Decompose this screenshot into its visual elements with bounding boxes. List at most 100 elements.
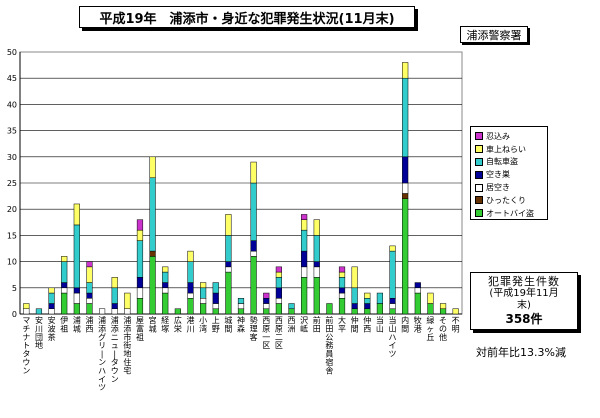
bar-segment <box>313 261 320 268</box>
bar-segment <box>200 287 207 299</box>
bar-segment <box>427 292 434 304</box>
bar-segment <box>389 303 396 310</box>
legend-swatch <box>475 132 483 141</box>
bar-segment <box>162 292 169 315</box>
legend-item: ひったくり <box>475 194 547 207</box>
bar-segment <box>225 271 232 315</box>
bar-segment <box>86 298 93 304</box>
x-tick-label: 安川団地 <box>35 315 43 350</box>
bar-segment <box>351 287 358 304</box>
x-tick-label: 浦添グリ|ンハイツ <box>98 315 106 392</box>
bar-segment <box>86 266 93 283</box>
x-tick-label: 内間 <box>401 315 409 333</box>
bar-segment <box>237 298 245 304</box>
bar-segment <box>225 214 232 236</box>
bar-segment <box>364 292 371 299</box>
x-tick-label: 大平 <box>338 315 346 333</box>
x-tick-label: 仲西 <box>363 315 371 333</box>
bar-segment <box>237 303 245 310</box>
bar-segment <box>263 298 270 304</box>
x-tick-label: 前田 <box>313 315 321 333</box>
chart-legend: 忍込み 車上ねらい 自転車盗 空き巣 居空き ひったくり オートバイ盗 <box>470 126 548 220</box>
x-tick-label: 当山 <box>376 315 384 333</box>
bar-segment <box>48 308 55 315</box>
legend-item: 車上ねらい <box>475 143 547 156</box>
bar-segment <box>149 250 156 257</box>
bar-segment <box>338 287 346 294</box>
bar-segment <box>376 292 384 304</box>
bar-segment <box>338 271 346 278</box>
bar-segment <box>73 303 80 315</box>
bar-segment <box>136 298 144 315</box>
bar-segment <box>86 261 93 268</box>
bar-segment <box>200 303 207 315</box>
x-tick-label: 城間 <box>224 316 232 333</box>
count-box-line3: 末) <box>517 300 531 311</box>
bar-segment <box>351 266 358 289</box>
bar-segment <box>61 261 68 283</box>
legend-swatch <box>475 196 483 205</box>
x-tick-label: その他 <box>439 316 447 342</box>
bar-segment <box>338 298 346 315</box>
bar-segment <box>427 303 434 315</box>
bar-segment <box>263 303 270 310</box>
legend-label: 居空き <box>486 183 510 193</box>
bar-segment <box>338 292 346 299</box>
legend-label: 車上ねらい <box>486 144 526 154</box>
legend-label: ひったくり <box>486 195 526 205</box>
bar-segment <box>162 282 169 289</box>
bar-segment <box>263 308 270 315</box>
bar-segment <box>301 229 308 252</box>
y-tick-label: 35 <box>7 127 17 136</box>
x-tick-label: 前田公務員宿舎 <box>325 315 333 375</box>
y-tick-label: 15 <box>7 231 17 240</box>
bar-segment <box>275 287 282 299</box>
bar-segment <box>301 266 308 278</box>
bar-segment <box>136 240 144 278</box>
legend-item: 居空き <box>475 181 547 194</box>
x-tick-label: 当山ハイツ <box>389 315 397 359</box>
y-tick-label: 40 <box>7 100 17 109</box>
y-tick-label: 45 <box>7 74 17 83</box>
bar-segment <box>136 219 144 231</box>
x-tick-label: 宮城 <box>149 315 157 333</box>
bar-segment <box>402 193 409 199</box>
y-tick-label: 50 <box>7 48 17 57</box>
bar-segment <box>364 303 371 310</box>
legend-swatch <box>475 209 483 218</box>
bar-segment <box>402 77 409 158</box>
bar-segment <box>452 308 459 315</box>
bar-segment <box>212 282 219 294</box>
bar-segment <box>86 282 93 294</box>
bar-segment <box>364 308 371 315</box>
bar-segment <box>225 266 232 273</box>
x-tick-label: 西原一区 <box>262 316 270 350</box>
bar-segment <box>225 235 232 262</box>
bar-segment <box>326 303 333 315</box>
x-tick-label: 上野 <box>212 316 220 333</box>
x-tick-label: 屋富祖 <box>136 316 144 342</box>
bar-segment <box>389 298 396 304</box>
legend-item: オートバイ盗 <box>475 207 547 220</box>
bar-segment <box>376 303 384 315</box>
police-station-label: 浦添警察署 <box>460 26 528 43</box>
bar-segment <box>73 292 80 304</box>
bar-segment <box>200 298 207 304</box>
bar-segment <box>86 303 93 315</box>
legend-item: 空き巣 <box>475 168 547 181</box>
legend-swatch <box>475 183 483 192</box>
y-tick-label: 30 <box>7 153 17 162</box>
bar-segment <box>275 277 282 289</box>
bar-segment <box>86 292 93 299</box>
legend-swatch <box>475 170 483 179</box>
count-box-line1: 犯罪発生件数 <box>488 275 560 288</box>
x-tick-label: 不明 <box>452 316 460 333</box>
bar-segment <box>351 308 358 315</box>
bar-segment <box>48 292 55 304</box>
x-tick-label: 西原二区 <box>275 316 283 350</box>
x-tick-label: 緑ヶ丘 <box>426 315 434 342</box>
x-tick-label: 勢理客 <box>250 315 258 342</box>
legend-label: 空き巣 <box>486 170 510 180</box>
legend-label: 自転車盗 <box>486 157 518 167</box>
